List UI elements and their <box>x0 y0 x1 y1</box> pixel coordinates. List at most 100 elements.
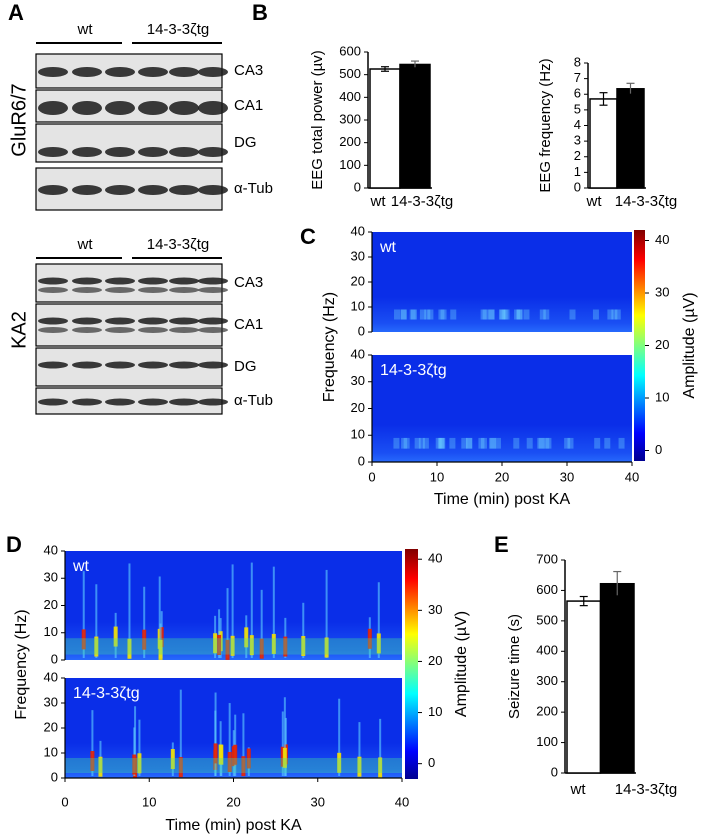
colorbar-tick-label: 30 <box>655 284 669 299</box>
y-axis-label: Frequency (Hz) <box>321 292 338 402</box>
x-tick-label: 30 <box>311 794 325 809</box>
bar <box>369 68 401 189</box>
x-tick-label: wt <box>570 781 587 798</box>
y-tick-label: 30 <box>351 248 365 263</box>
blot-band <box>105 185 135 195</box>
spectrogram-streak <box>358 722 361 776</box>
spectrogram-streak <box>499 309 506 320</box>
y-tick-label: 20 <box>44 597 58 612</box>
y-tick-label: 500 <box>536 612 558 627</box>
spectrogram-streak <box>422 437 429 449</box>
blot-band <box>138 101 168 115</box>
y-tick-label: 0 <box>354 179 361 194</box>
blot-band <box>169 101 199 115</box>
y-tick-label: 0 <box>51 651 58 666</box>
spectrogram-streak <box>259 638 264 659</box>
x-tick-label: 0 <box>61 794 68 809</box>
colorbar-tick-label: 30 <box>428 602 442 617</box>
blot-band <box>105 101 135 115</box>
spectrogram-streak <box>324 637 329 658</box>
blot-band <box>72 317 102 325</box>
y-tick-label: 1 <box>574 164 581 179</box>
spectrogram-streak <box>400 309 407 320</box>
spectrogram-streak <box>400 309 407 320</box>
group-label: wt <box>77 21 94 38</box>
spectrogram-streak <box>498 309 505 320</box>
spectrogram-streak <box>543 437 550 449</box>
spectrogram-streak <box>523 309 530 320</box>
blot-band <box>198 185 228 195</box>
blot-band <box>169 185 199 195</box>
blot-band <box>105 287 135 293</box>
spectrogram-streak <box>403 437 410 449</box>
blot-band <box>169 277 199 285</box>
spectrogram-streak <box>424 309 431 320</box>
y-tick-label: 10 <box>351 427 365 442</box>
blot-band <box>105 277 135 285</box>
y-tick-label: 40 <box>351 346 365 361</box>
spectrogram-streak <box>543 309 550 320</box>
spectrogram-streak <box>393 437 400 449</box>
spectrogram-streak <box>233 744 238 765</box>
spectrogram-streak <box>607 309 614 320</box>
y-tick-label: 20 <box>351 273 365 288</box>
colorbar-tick-label: 10 <box>428 704 442 719</box>
spectrogram-streak <box>480 437 487 449</box>
group-label: wt <box>77 236 94 253</box>
spectrogram-streak <box>378 757 383 778</box>
x-tick-label: 40 <box>625 469 639 484</box>
spectrogram-streak <box>437 437 444 449</box>
y-tick-label: 4 <box>574 117 581 132</box>
x-axis-label: Time (min) post KA <box>165 817 302 834</box>
blot-band <box>38 101 68 115</box>
spectrogram-streak <box>143 586 146 658</box>
spectrogram-streak <box>218 609 221 658</box>
spectrogram-streak <box>142 629 147 650</box>
spectrogram-streak <box>461 437 468 449</box>
x-tick-label: 20 <box>495 469 509 484</box>
spectrogram-streak <box>113 626 118 647</box>
y-tick-label: 600 <box>339 43 361 58</box>
spectrogram-streak <box>227 751 232 772</box>
spectrogram-streak <box>526 437 533 449</box>
spectrogram-streak <box>604 437 611 449</box>
spectrogram-streak <box>250 562 253 658</box>
spectrogram-streak <box>133 727 136 776</box>
spectrogram-streak <box>435 437 442 449</box>
blot-band <box>169 327 199 333</box>
y-axis-label: Seizure time (s) <box>506 614 523 719</box>
x-tick-label: 10 <box>430 469 444 484</box>
y-tick-label: 8 <box>574 54 581 69</box>
spectrogram-streak <box>231 564 234 658</box>
spectrogram-streak <box>337 752 342 773</box>
blot-band <box>138 185 168 195</box>
spectrogram-streak <box>127 638 132 659</box>
spectrogram-streak <box>302 602 305 658</box>
spectrogram-streak <box>282 747 287 768</box>
spectrogram-streak <box>439 437 446 449</box>
spectrogram-streak <box>246 748 251 769</box>
panel-label: C <box>300 224 316 249</box>
panel-inset-label: 14-3-3ζtg <box>73 685 140 702</box>
spectrogram-streak <box>409 309 416 320</box>
y-tick-label: 200 <box>339 134 361 149</box>
x-tick-label: wt <box>586 193 603 210</box>
spectrogram-streak <box>418 437 425 449</box>
y-tick-label: 30 <box>44 570 58 585</box>
blot-band <box>138 287 168 293</box>
spectrogram-streak <box>466 437 473 449</box>
spectrogram-streak <box>438 437 445 449</box>
blot-band <box>38 185 68 195</box>
panel-inset-label: 14-3-3ζtg <box>380 362 447 379</box>
spectrogram-streak <box>419 309 426 320</box>
y-tick-label: 600 <box>536 582 558 597</box>
y-tick-label: 300 <box>339 111 361 126</box>
spectrogram-streak <box>95 584 98 658</box>
y-tick-label: 0 <box>358 323 365 338</box>
y-tick-label: 7 <box>574 70 581 85</box>
spectrogram-streak <box>379 718 382 776</box>
y-tick-label: 20 <box>44 719 58 734</box>
spectrogram-streak <box>158 576 161 658</box>
y-tick-label: 40 <box>351 223 365 238</box>
blot-band <box>38 287 68 293</box>
